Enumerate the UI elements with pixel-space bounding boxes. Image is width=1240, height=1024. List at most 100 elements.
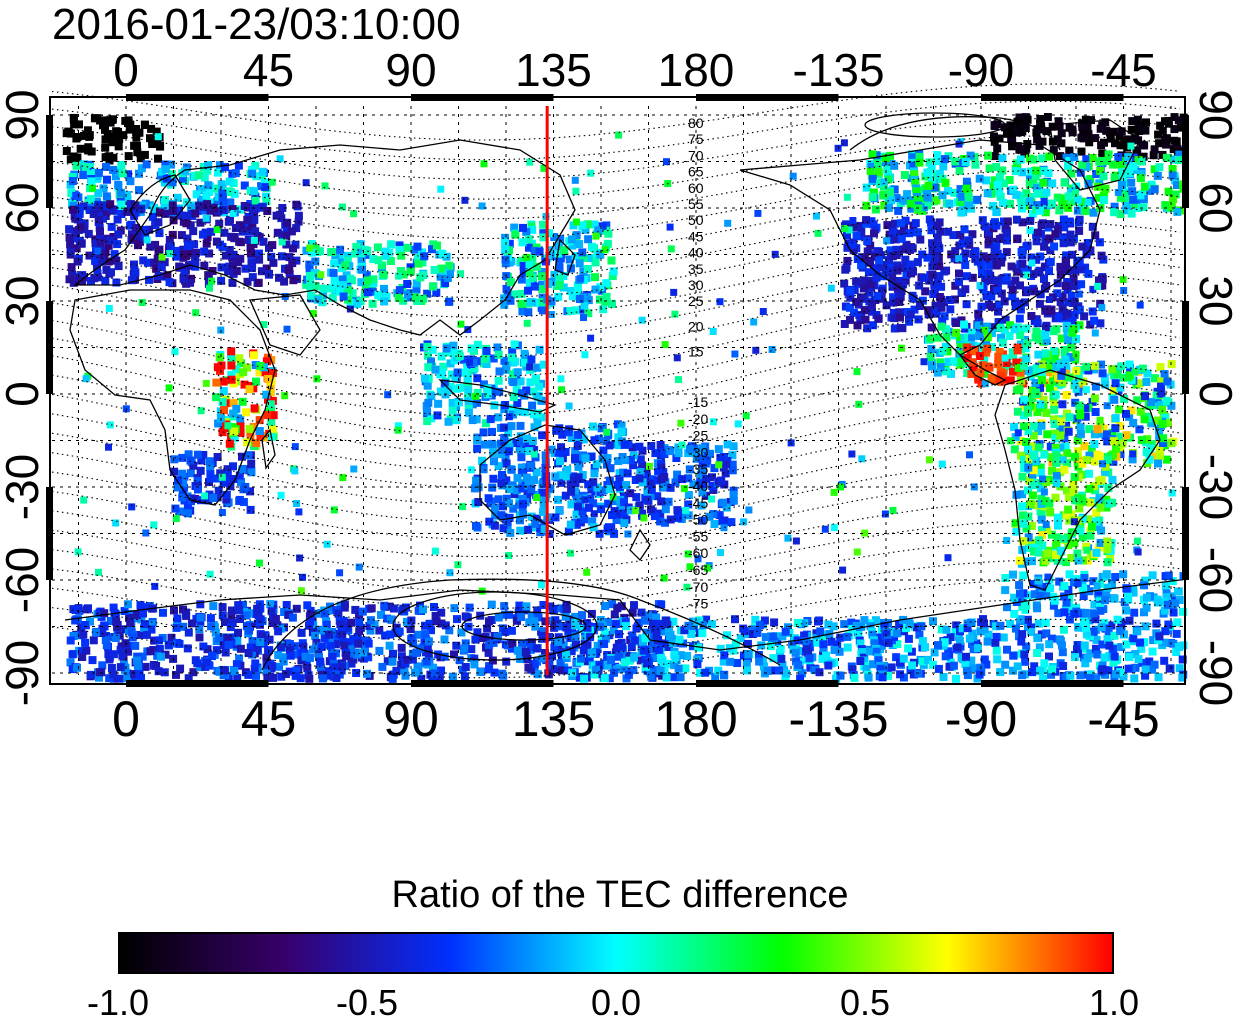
tec-cell [996, 192, 1005, 201]
tec-cell [1127, 209, 1136, 218]
tec-cell [227, 361, 236, 370]
tec-cell [195, 633, 204, 642]
tec-cell [530, 246, 539, 255]
tec-cell [1092, 644, 1100, 653]
tec-cell [1013, 235, 1022, 244]
tec-cell [1057, 139, 1066, 148]
tec-cell [421, 630, 430, 639]
tec-cell [1060, 534, 1069, 543]
tec-cell [261, 183, 270, 192]
tec-cell [1040, 242, 1049, 251]
tec-cell [918, 637, 927, 646]
tec-cell [166, 242, 175, 251]
tec-cell [1063, 459, 1071, 468]
tec-cell [127, 276, 136, 285]
tec-cell [1171, 176, 1180, 185]
tec-cell [1088, 154, 1097, 162]
tec-cell [1063, 449, 1072, 458]
tec-cell [1149, 151, 1158, 160]
tec-cell [234, 601, 243, 610]
tec-cell [292, 224, 301, 233]
tec-cell [1150, 660, 1159, 669]
tec-cell [955, 277, 963, 286]
tec-cell [699, 621, 708, 630]
tec-cell [363, 276, 372, 285]
tec-cell [684, 474, 693, 483]
tec-cell [195, 201, 204, 210]
tec-cell [440, 652, 449, 661]
tec-cell [899, 654, 908, 663]
tec-cell [975, 352, 984, 360]
tec-cell [207, 622, 216, 631]
tec-cell [968, 273, 977, 282]
tec-cell [511, 290, 520, 299]
tec-cell [693, 655, 702, 664]
tec-cell [1114, 153, 1123, 161]
tec-cell [715, 511, 724, 520]
tec-cell [346, 649, 355, 658]
tec-cell [1161, 413, 1170, 422]
tec-cell [621, 617, 630, 626]
tec-cell [913, 258, 922, 267]
tec-cell [68, 270, 77, 279]
tec-cell [518, 494, 527, 503]
tec-cell [516, 432, 525, 441]
tec-cell [612, 516, 621, 524]
tec-cell [213, 197, 222, 206]
tec-cell [883, 221, 892, 230]
tec-cell [607, 256, 616, 265]
tec-cell [141, 662, 150, 671]
tec-cell [306, 271, 314, 280]
tec-cell [497, 479, 506, 488]
tec-cell [109, 132, 118, 141]
tec-cell [1056, 423, 1065, 432]
tec-cell [495, 387, 504, 396]
tec-cell [599, 446, 608, 455]
tec-cell [915, 281, 924, 290]
tec-cell [83, 126, 92, 135]
tec-cell [1015, 145, 1024, 154]
tec-cell [985, 363, 994, 372]
tec-cell [388, 657, 397, 666]
tec-cell [379, 270, 388, 279]
tec-cell [509, 378, 518, 386]
tec-cell [544, 670, 553, 679]
tec-cell [355, 618, 364, 627]
tec-cell [1074, 373, 1083, 382]
tec-cell [170, 467, 179, 476]
tec-cell [999, 179, 1008, 188]
tec-cell [219, 206, 227, 215]
tec-cell [98, 661, 107, 670]
tec-cell [949, 661, 958, 670]
tec-cell [896, 313, 905, 322]
tec-cell [656, 666, 665, 675]
tec-cell [84, 229, 93, 238]
tec-cell [423, 417, 432, 426]
tec-cell [115, 134, 124, 143]
tec-cell [517, 463, 526, 472]
tec-cell [1108, 365, 1117, 374]
tec-cell [437, 264, 446, 273]
tec-cell [108, 115, 117, 124]
tec-cell [236, 421, 245, 430]
tec-cell [849, 246, 858, 255]
tec-cell [701, 668, 710, 677]
tec-cell [843, 256, 852, 265]
tec-cell [1073, 645, 1081, 654]
tec-cell [945, 662, 954, 671]
tec-cell [1122, 206, 1131, 215]
tec-cell [609, 626, 618, 635]
tec-cell [229, 475, 238, 483]
tec-cell [249, 351, 258, 360]
tec-cell [1065, 373, 1074, 382]
tec-cell [1063, 309, 1072, 318]
tec-cell [479, 634, 487, 643]
tec-cell [1017, 637, 1026, 646]
tec-cell [935, 272, 944, 281]
tec-cell [888, 282, 897, 291]
tec-cell [361, 644, 369, 653]
tec-cell [229, 409, 238, 418]
tec-cell [1026, 401, 1035, 410]
tec-cell [227, 370, 236, 379]
tec-cell [960, 225, 969, 234]
